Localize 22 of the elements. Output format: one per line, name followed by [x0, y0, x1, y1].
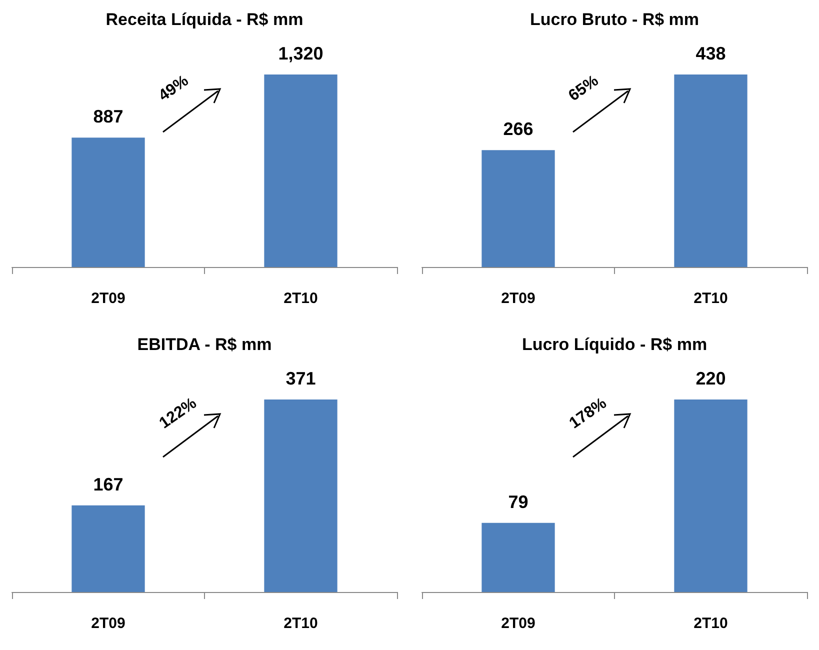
- chart-title: Receita Líquida - R$ mm: [106, 10, 304, 29]
- data-label: 1,320: [278, 43, 324, 64]
- x-tick-label: 2T10: [284, 615, 318, 632]
- x-tick-label: 2T10: [284, 290, 318, 307]
- data-label: 79: [508, 492, 528, 512]
- chart-title: Lucro Bruto - R$ mm: [530, 10, 700, 29]
- data-label: 220: [696, 368, 726, 388]
- chart-title: Lucro Líquido - R$ mm: [522, 335, 708, 354]
- data-label: 371: [286, 368, 316, 388]
- annotation: 65%: [566, 72, 602, 106]
- x-tick-label: 2T09: [91, 290, 126, 307]
- data-label: 438: [696, 43, 726, 64]
- x-tick-label: 2T09: [91, 615, 126, 632]
- x-tick-label: 2T10: [694, 615, 728, 632]
- annotation: 49%: [156, 72, 192, 106]
- data-label: 266: [503, 119, 534, 140]
- x-tick-label: 2T09: [501, 290, 536, 307]
- data-label: 887: [93, 106, 124, 127]
- chart-title: EBITDA - R$ mm: [137, 335, 272, 354]
- data-label: 167: [93, 474, 124, 494]
- x-tick-label: 2T09: [501, 615, 536, 632]
- x-tick-label: 2T10: [694, 290, 728, 307]
